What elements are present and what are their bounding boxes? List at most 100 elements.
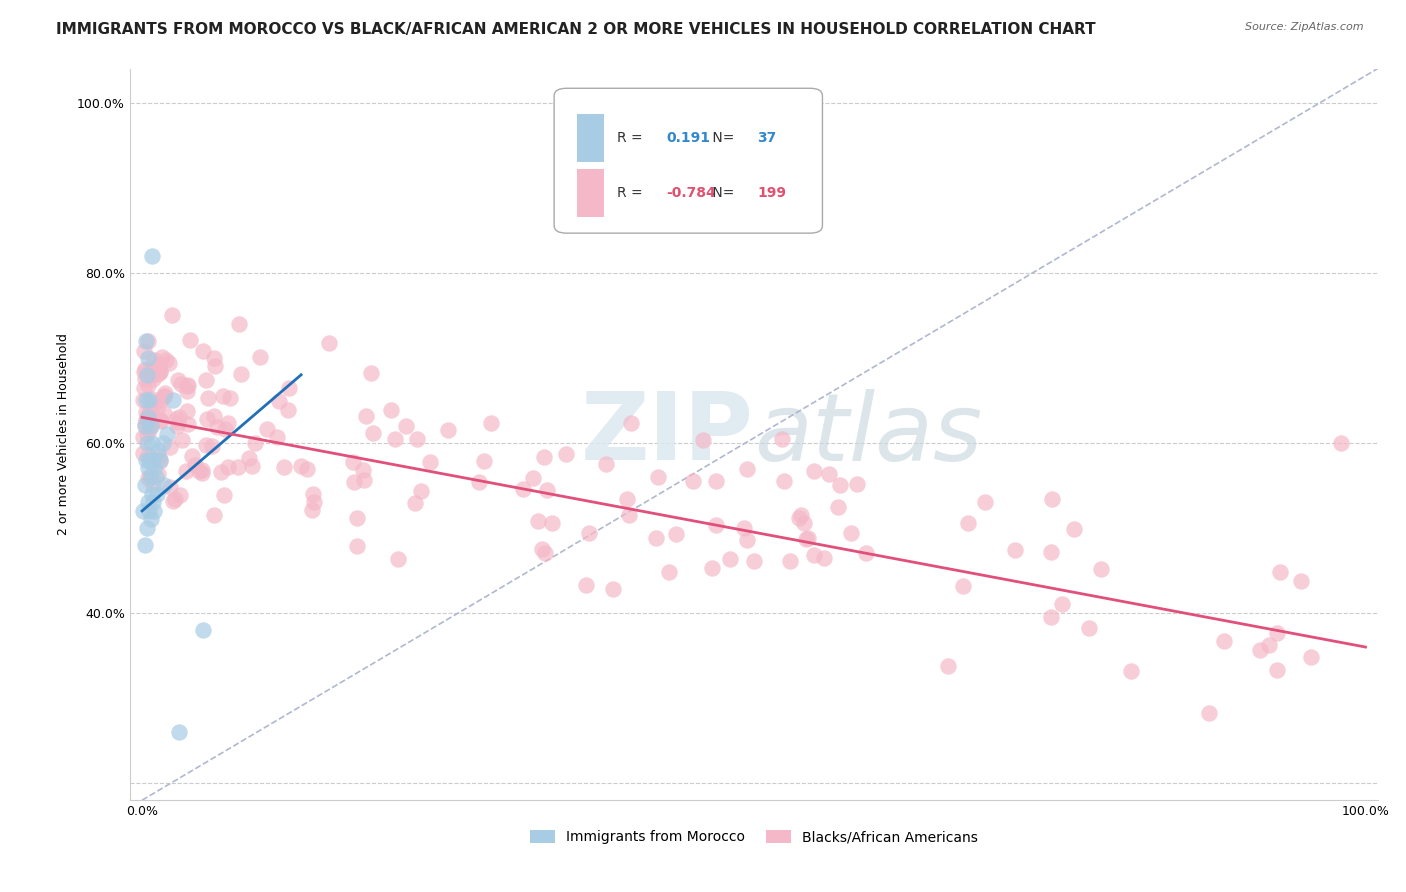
Text: 37: 37 [758,131,776,145]
Point [134,361,156,376]
Point [682,474,704,488]
Point [202,409,225,423]
Point [419,455,441,469]
Point [1198,706,1220,720]
Point [387,551,409,566]
Point [1249,642,1271,657]
Point [136,410,159,425]
Point [138,504,160,518]
Point [139,418,162,433]
Point [132,381,155,395]
Point [217,416,239,430]
Point [191,467,214,481]
Point [1078,621,1101,635]
Point [204,359,226,374]
Point [136,461,159,475]
Point [136,495,159,509]
Point [352,463,374,477]
Point [141,392,163,407]
Point [818,467,841,481]
Point [135,410,157,425]
Point [141,249,163,263]
Point [142,395,165,409]
Point [578,526,600,541]
Point [1039,609,1062,624]
Point [134,365,156,379]
Point [135,413,157,427]
Point [134,418,156,433]
Point [155,427,177,442]
Point [1213,634,1236,648]
Point [132,446,155,460]
Point [160,308,183,322]
Point [138,378,160,392]
Point [138,423,160,437]
Point [342,455,364,469]
Point [404,496,426,510]
Point [1040,545,1063,559]
Point [166,418,188,433]
Point [406,432,429,446]
Point [139,468,162,483]
Point [665,527,688,541]
Point [770,432,793,446]
Point [269,393,291,408]
Point [512,483,534,497]
Point [1289,574,1312,588]
Point [1267,625,1289,640]
Point [153,389,176,403]
Point [1004,543,1026,558]
Point [301,503,323,517]
Point [1270,565,1292,579]
Bar [576,114,605,161]
Point [855,546,877,560]
Point [187,464,209,478]
Point [318,335,340,350]
Point [803,548,825,562]
Point [159,480,181,494]
Point [692,433,714,447]
Point [620,416,643,430]
Point [1050,598,1073,612]
Point [141,487,163,501]
Point [193,344,215,359]
Point [228,317,250,331]
Point [472,454,495,468]
Point [149,365,172,379]
Point [1063,522,1085,536]
Point [159,440,181,454]
Point [229,367,252,381]
Point [142,371,165,385]
Text: atlas: atlas [754,389,981,480]
Point [167,725,190,739]
Point [142,478,165,492]
Point [395,418,418,433]
Point [793,516,815,530]
Point [195,373,218,387]
Legend: Immigrants from Morocco, Blacks/African Americans: Immigrants from Morocco, Blacks/African … [530,830,977,845]
Point [141,418,163,433]
Point [142,453,165,467]
Point [142,353,165,368]
Text: -0.784: -0.784 [666,186,716,200]
Point [779,554,801,568]
Point [138,453,160,467]
Point [139,470,162,484]
FancyBboxPatch shape [554,88,823,233]
Text: 0.191: 0.191 [666,131,710,145]
Point [136,435,159,450]
Point [146,487,169,501]
Point [238,451,260,466]
Point [647,469,669,483]
Point [742,554,765,568]
Point [193,623,215,637]
Point [135,393,157,408]
Point [184,458,207,472]
Point [162,494,184,508]
Point [290,459,312,474]
Point [134,417,156,431]
Point [226,459,249,474]
Point [644,531,666,545]
Point [533,450,555,464]
Point [136,351,159,365]
